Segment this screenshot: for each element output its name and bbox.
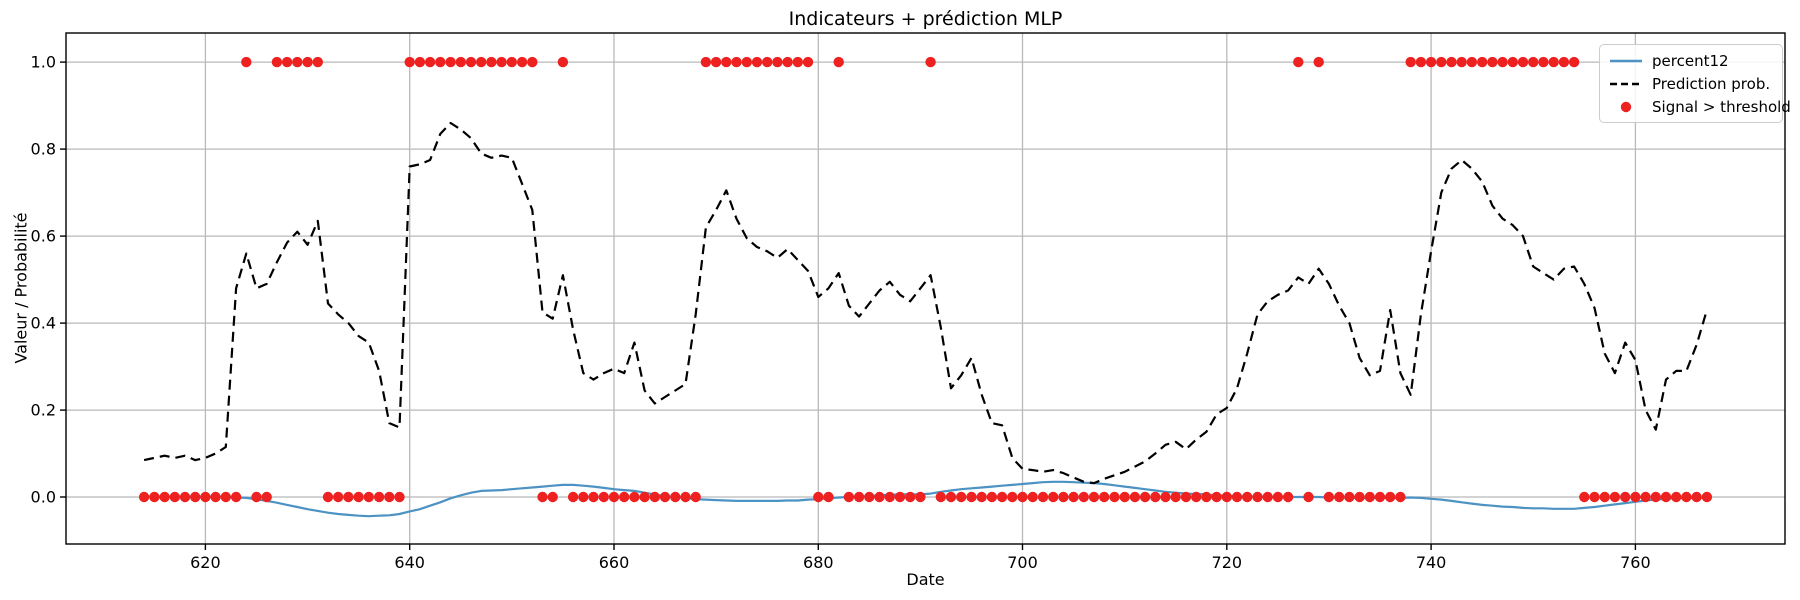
legend-item-percent12: percent12 xyxy=(1609,51,1773,70)
legend-label: Signal > threshold xyxy=(1652,97,1791,116)
svg-text:0.6: 0.6 xyxy=(31,227,56,246)
dot-sample-icon xyxy=(1620,101,1632,112)
x-axis-label: Date xyxy=(906,570,945,589)
legend-item-signal: Signal > threshold xyxy=(1609,97,1791,116)
svg-text:660: 660 xyxy=(599,553,630,572)
y-axis-label: Valeur / Probabilité xyxy=(11,212,31,364)
legend-item-prediction: Prediction prob. xyxy=(1609,74,1773,93)
svg-text:620: 620 xyxy=(190,553,221,572)
svg-text:700: 700 xyxy=(1007,553,1038,572)
svg-text:640: 640 xyxy=(394,553,425,572)
chart-title: Indicateurs + prédiction MLP xyxy=(788,8,1063,30)
svg-text:680: 680 xyxy=(803,553,834,572)
svg-text:0.8: 0.8 xyxy=(31,140,56,159)
line-sample-icon xyxy=(1610,59,1642,62)
svg-text:1.0: 1.0 xyxy=(31,53,56,72)
svg-text:760: 760 xyxy=(1620,553,1651,572)
svg-text:0.4: 0.4 xyxy=(31,314,56,333)
svg-text:0.0: 0.0 xyxy=(31,488,56,507)
dashed-line-sample-icon xyxy=(1610,82,1642,85)
legend-label: Prediction prob. xyxy=(1652,74,1771,93)
svg-text:720: 720 xyxy=(1212,553,1243,572)
legend: percent12 Prediction prob. Signal > thre… xyxy=(1599,44,1791,123)
svg-text:0.2: 0.2 xyxy=(31,401,56,420)
legend-label: percent12 xyxy=(1652,51,1729,70)
svg-text:740: 740 xyxy=(1416,553,1447,572)
